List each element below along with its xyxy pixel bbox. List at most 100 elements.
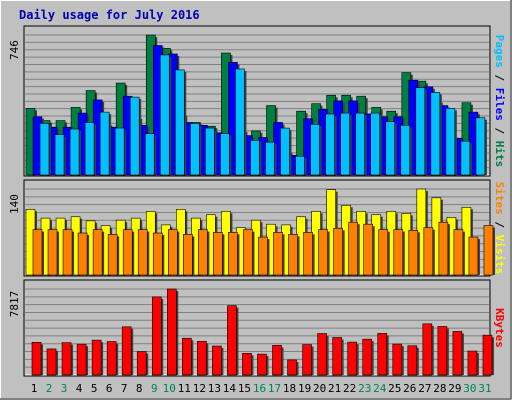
- bar-kbytes-day-19: [302, 344, 312, 376]
- day-label-10: 10: [163, 382, 176, 395]
- bar-kbytes-day-7: [121, 326, 132, 376]
- bar-kbytes-day-30: [467, 350, 478, 376]
- bar-pages-day-6: [114, 127, 125, 176]
- bar-kbytes-day-26: [407, 345, 418, 376]
- y-max-label: 7817: [8, 291, 21, 318]
- day-label-16: 16: [253, 382, 266, 395]
- day-label-23: 23: [358, 382, 371, 395]
- bar-kbytes-day-29: [452, 331, 463, 376]
- bar-sites-day-26: [408, 230, 419, 276]
- day-label-6: 6: [106, 382, 113, 395]
- bar-sites-day-12: [198, 229, 208, 276]
- bar-pages-day-8: [144, 133, 155, 176]
- day-label-13: 13: [208, 382, 221, 395]
- bar-sites-day-11: [183, 234, 193, 276]
- day-label-3: 3: [61, 382, 68, 395]
- y-max-label: 140: [8, 194, 21, 214]
- bar-kbytes-day-21: [332, 337, 342, 376]
- series-label: Pages / Files / Hits: [493, 35, 506, 168]
- bar-sites-day-3: [62, 229, 73, 276]
- bar-kbytes-day-2: [46, 348, 57, 376]
- day-label-4: 4: [76, 382, 83, 395]
- bar-kbytes-day-18: [287, 359, 297, 376]
- bar-kbytes-day-1: [31, 342, 42, 376]
- bar-kbytes-day-17: [272, 345, 282, 376]
- bar-kbytes-day-20: [317, 333, 327, 376]
- day-label-29: 29: [448, 382, 461, 395]
- bar-pages-day-2: [54, 134, 65, 176]
- bar-pages-day-1: [39, 123, 50, 176]
- bar-kbytes-day-15: [242, 353, 252, 376]
- bar-pages-day-9: [159, 54, 170, 176]
- day-label-7: 7: [121, 382, 128, 395]
- bar-kbytes-day-14: [227, 305, 237, 376]
- day-label-20: 20: [313, 382, 326, 395]
- bar-pages-day-22: [355, 112, 365, 176]
- series-label-part: Files: [493, 88, 506, 121]
- bar-sites-day-4: [77, 232, 88, 276]
- day-label-8: 8: [136, 382, 143, 395]
- bar-sites-day-22: [348, 221, 358, 276]
- series-label-part: /: [493, 68, 506, 88]
- bar-kbytes-day-6: [106, 341, 117, 376]
- day-label-11: 11: [178, 382, 191, 395]
- bar-sites-day-14: [228, 232, 238, 276]
- bar-pages-day-3: [69, 128, 80, 176]
- bar-sites-day-21: [333, 227, 343, 276]
- bar-kbytes-day-31: [482, 334, 493, 376]
- bar-pages-day-25: [400, 124, 411, 176]
- bar-pages-day-21: [340, 112, 350, 176]
- bar-sites-day-1: [32, 229, 43, 276]
- bar-kbytes-day-28: [437, 326, 448, 376]
- bar-sites-day-24: [378, 229, 389, 276]
- series-label-part: Pages: [493, 35, 506, 68]
- chart-title: Daily usage for July 2016: [19, 8, 200, 22]
- series-label-part: Hits: [493, 141, 506, 168]
- day-label-14: 14: [223, 382, 237, 395]
- bar-sites-day-7: [122, 229, 133, 276]
- bar-kbytes-day-4: [76, 343, 87, 376]
- bar-pages-day-10: [174, 69, 185, 176]
- bar-sites-day-19: [303, 232, 313, 276]
- bar-sites-day-25: [393, 229, 404, 276]
- bar-pages-day-16: [265, 141, 275, 176]
- bar-sites-day-20: [318, 229, 328, 276]
- day-label-5: 5: [91, 382, 98, 395]
- bar-kbytes-day-8: [136, 351, 147, 376]
- bar-kbytes-day-5: [91, 339, 102, 376]
- bar-sites-day-28: [438, 221, 449, 276]
- day-label-1: 1: [31, 382, 38, 395]
- day-label-19: 19: [298, 382, 311, 395]
- bar-kbytes-day-12: [197, 341, 207, 376]
- bar-kbytes-day-25: [392, 343, 403, 376]
- bar-sites-day-17: [273, 232, 283, 276]
- bar-kbytes-day-24: [377, 333, 388, 376]
- bar-pages-day-29: [460, 140, 471, 176]
- bar-pages-day-13: [220, 133, 230, 176]
- bar-sites-day-18: [288, 234, 298, 276]
- bar-sites-day-16: [258, 236, 268, 276]
- bar-pages-day-28: [445, 108, 456, 176]
- y-max-label: 746: [8, 40, 21, 60]
- bar-pages-day-15: [250, 139, 260, 176]
- bar-pages-day-7: [129, 96, 140, 176]
- bar-pages-day-24: [385, 121, 396, 176]
- day-label-12: 12: [193, 382, 206, 395]
- series-label-part: /: [493, 121, 506, 141]
- day-label-25: 25: [388, 382, 401, 395]
- bar-kbytes-day-11: [182, 337, 192, 376]
- bar-kbytes-day-22: [347, 341, 357, 376]
- bar-pages-day-5: [99, 111, 110, 176]
- day-label-17: 17: [268, 382, 281, 395]
- bar-kbytes-day-13: [212, 345, 222, 376]
- series-label-part: Sites: [493, 182, 506, 215]
- day-label-21: 21: [328, 382, 341, 395]
- bar-sites-day-10: [167, 229, 178, 276]
- bar-pages-day-30: [475, 117, 486, 176]
- bar-kbytes-day-3: [61, 342, 72, 376]
- bar-sites-day-9: [152, 232, 163, 276]
- series-label: KBytes: [493, 308, 506, 348]
- chart-panel-1: 746 Pages / Files / Hits: [8, 25, 506, 177]
